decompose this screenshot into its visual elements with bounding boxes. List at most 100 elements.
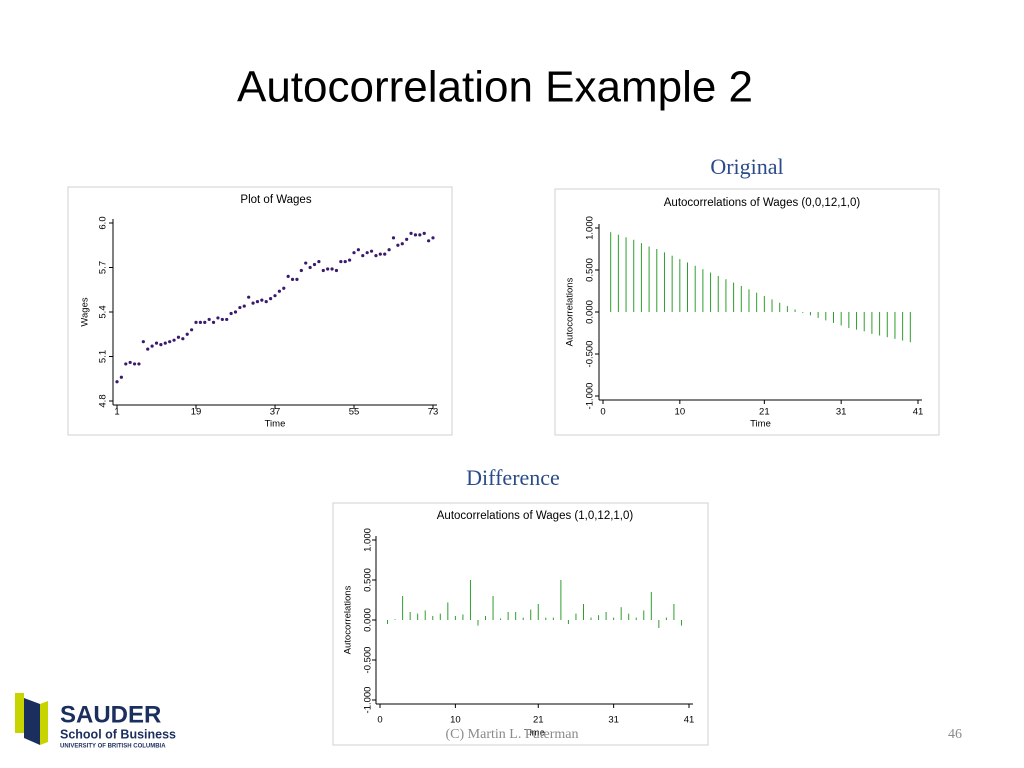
data-point <box>418 233 422 237</box>
chart-title: Plot of Wages <box>240 194 311 206</box>
data-point <box>361 254 365 258</box>
y-tick-label: 1.000 <box>585 216 596 240</box>
chart-title: Autocorrelations of Wages (0,0,12,1,0) <box>664 197 861 209</box>
x-tick-label: 31 <box>608 715 619 726</box>
y-tick-label: 0.000 <box>363 608 374 632</box>
data-point <box>277 289 281 293</box>
chart: Plot of Wages Time Wages 4.8 5.1 5.4 5.7 6.0 1 19… <box>67 186 453 436</box>
data-point <box>356 248 360 252</box>
y-tick-label: 1.000 <box>363 528 374 552</box>
data-point <box>343 259 347 264</box>
data-point <box>251 301 255 305</box>
data-point <box>150 344 154 348</box>
data-point <box>391 236 396 240</box>
x-tick-label: 1 <box>114 407 119 418</box>
y-tick-label: 6.0 <box>98 216 109 229</box>
x-tick-label: 55 <box>349 407 360 418</box>
data-point <box>242 304 246 308</box>
data-point <box>154 341 159 345</box>
data-point <box>181 337 185 341</box>
chart: Autocorrelations of Wages (0,0,12,1,0) Ti… <box>554 188 940 436</box>
data-point <box>295 277 299 281</box>
data-point <box>132 362 137 366</box>
data-point <box>141 340 145 344</box>
footer-credit: (C) Martin L. Puterman <box>446 727 579 742</box>
y-axis-label: Autocorrelations <box>343 585 354 654</box>
data-point <box>168 340 172 344</box>
data-point <box>203 320 207 324</box>
data-point <box>409 231 413 235</box>
chart-frame <box>67 186 453 436</box>
charts: Plot of Wages Time Wages 4.8 5.1 5.4 5.7 6.0 1 19… <box>67 186 940 746</box>
data-point <box>176 335 181 339</box>
data-point <box>431 236 435 240</box>
data-point <box>220 317 224 322</box>
logo: SAUDER School of Business UNIVERSITY OF … <box>15 693 176 750</box>
difference-label: Difference <box>466 465 560 490</box>
data-point <box>216 316 220 320</box>
logo-shape <box>24 698 40 745</box>
y-tick-label: 5.4 <box>98 305 109 318</box>
y-tick-label: -0.500 <box>585 341 596 368</box>
data-point <box>422 231 426 235</box>
chart-frame <box>554 188 940 436</box>
x-axis-label: Time <box>265 419 286 430</box>
x-tick-label: 21 <box>759 407 770 418</box>
logo-bar <box>15 693 24 733</box>
x-tick-label: 10 <box>675 407 686 418</box>
data-point <box>211 320 216 324</box>
chart-frame <box>332 502 709 746</box>
logo-shape <box>40 701 48 745</box>
logo-school: School of Business <box>60 727 176 741</box>
data-point <box>326 267 330 271</box>
data-point <box>387 248 391 252</box>
data-point <box>304 261 308 265</box>
original-label: Original <box>710 154 783 179</box>
x-axis-label: Time <box>750 419 771 430</box>
data-point <box>396 243 400 247</box>
data-point <box>374 254 378 258</box>
data-point <box>290 277 295 281</box>
data-point <box>207 317 211 322</box>
x-tick-label: 73 <box>428 407 439 418</box>
data-point <box>198 320 202 324</box>
data-point <box>299 268 303 273</box>
x-tick-label: 37 <box>270 407 281 418</box>
y-tick-label: 0.500 <box>585 258 596 282</box>
data-point <box>159 343 163 347</box>
y-tick-label: 5.1 <box>98 350 109 363</box>
data-point <box>413 233 418 237</box>
data-point <box>255 300 260 304</box>
data-point <box>225 317 229 322</box>
y-axis-label: Autocorrelations <box>565 277 576 346</box>
data-point <box>369 249 374 253</box>
data-point <box>247 295 251 299</box>
y-tick-label: -1.000 <box>585 383 596 410</box>
data-point <box>312 262 317 267</box>
x-tick-label: 10 <box>450 715 461 726</box>
x-tick-label: 0 <box>600 407 605 418</box>
data-point <box>260 298 264 302</box>
data-point <box>172 338 176 342</box>
data-point <box>286 274 290 278</box>
y-tick-label: 5.7 <box>98 261 109 274</box>
y-tick-label: 4.8 <box>98 394 109 407</box>
data-point <box>321 268 325 273</box>
data-point <box>383 252 387 256</box>
data-point <box>233 310 238 314</box>
data-point <box>405 237 409 241</box>
data-point <box>308 265 312 270</box>
data-point <box>128 360 132 365</box>
data-point <box>352 251 356 255</box>
data-point <box>124 362 128 366</box>
y-tick-label: -0.500 <box>363 647 374 674</box>
y-tick-label: -1.000 <box>363 687 374 714</box>
data-point <box>119 375 123 379</box>
y-tick-label: 0.000 <box>585 300 596 324</box>
data-point <box>365 251 369 255</box>
chart-title: Autocorrelations of Wages (1,0,12,1,0) <box>437 510 634 522</box>
data-point <box>269 297 273 301</box>
slide-title: Autocorrelation Example 2 <box>237 63 753 112</box>
